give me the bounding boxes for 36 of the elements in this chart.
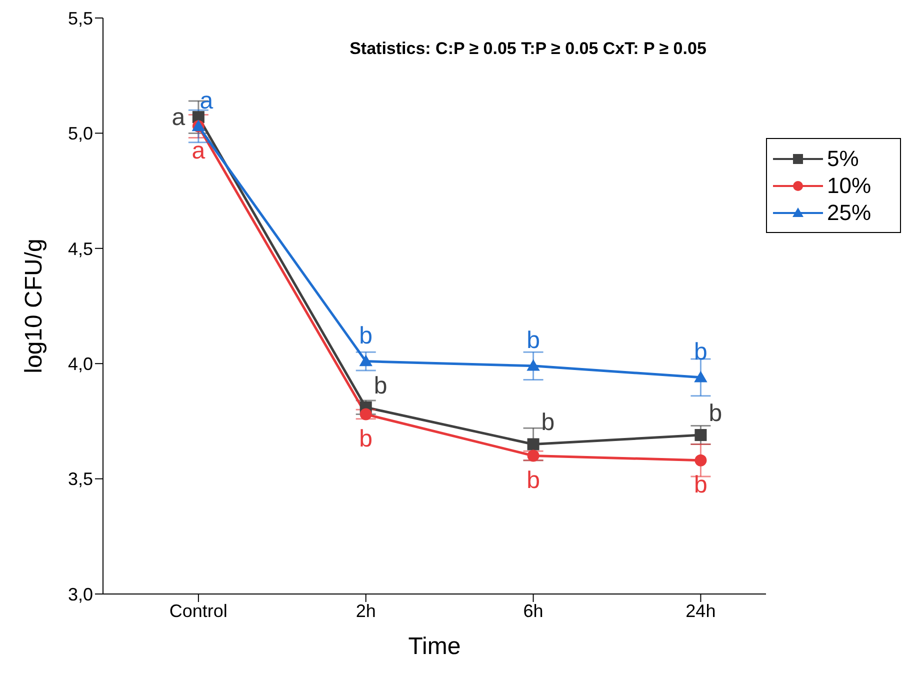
y-tick-label: 3,5	[68, 469, 93, 490]
legend-label: 25%	[827, 200, 872, 226]
y-tick-label: 4,0	[68, 354, 93, 374]
data-label: a	[172, 104, 186, 132]
point	[694, 370, 708, 382]
point	[526, 359, 540, 371]
data-label: b	[708, 400, 722, 428]
legend-label: 10%	[827, 172, 872, 198]
y-axis-title: log10 CFU/g	[20, 238, 48, 374]
y-tick-label: 3,0	[68, 584, 93, 604]
data-label: b	[359, 425, 373, 452]
y-tick-label: 5,5	[68, 8, 93, 28]
point	[527, 438, 540, 450]
data-label: b	[526, 466, 540, 494]
point	[694, 429, 707, 442]
legend-label: 5%	[827, 146, 859, 172]
y-tick-label: 5,0	[68, 124, 93, 144]
data-label: b	[374, 372, 388, 400]
data-label: a	[200, 87, 214, 114]
point	[359, 354, 372, 366]
y-tick-label: 4,5	[68, 238, 93, 259]
data-label: a	[192, 137, 206, 164]
x-tick-label: 24h	[686, 600, 716, 621]
annotation: Statistics: C:P ≥ 0.05 T:P ≥ 0.05 CxT: P ≥ 0.05	[350, 39, 706, 58]
point	[360, 408, 372, 420]
data-label: b	[526, 326, 540, 354]
x-tick-label: Control	[169, 600, 228, 621]
data-label: b	[359, 322, 373, 350]
x-axis-title: Time	[408, 633, 461, 660]
data-label: b	[694, 338, 708, 366]
point	[527, 450, 540, 462]
point	[694, 454, 707, 466]
x-tick-label: 2h	[356, 600, 376, 621]
data-label: b	[694, 471, 708, 498]
x-tick-label: 6h	[523, 600, 544, 621]
data-label: b	[541, 409, 555, 436]
